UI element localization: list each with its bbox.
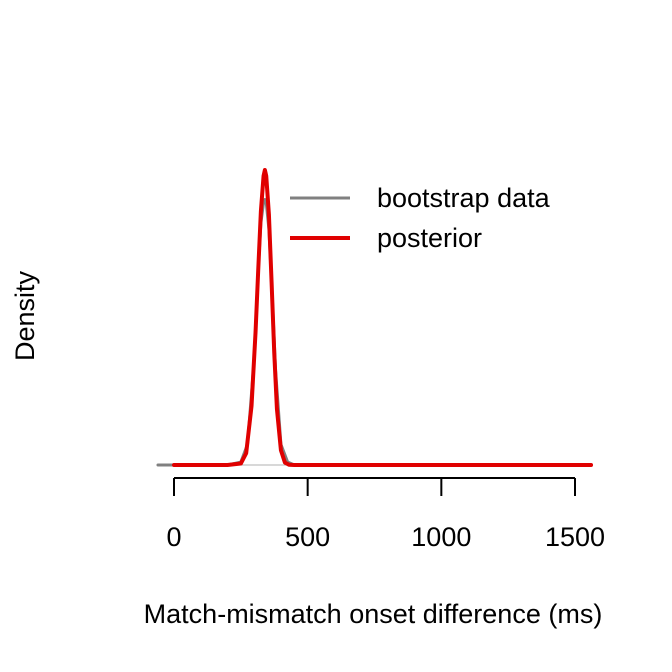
series-line-posterior <box>172 168 594 467</box>
legend-label-bootstrap-data: bootstrap data <box>377 183 551 213</box>
x-tick-label: 0 <box>166 522 181 552</box>
legend-label-posterior: posterior <box>377 223 482 253</box>
legend: bootstrap data posterior <box>290 183 551 253</box>
x-tick-label: 500 <box>285 522 330 552</box>
series-layer <box>156 168 594 467</box>
x-tick-label: 1000 <box>411 522 471 552</box>
y-axis-title: Density <box>10 270 40 361</box>
x-tick-label: 1500 <box>545 522 605 552</box>
series-line-bootstrap-data <box>156 198 593 467</box>
x-axis: 0 500 1000 1500 <box>166 477 605 552</box>
x-axis-title: Match-mismatch onset difference (ms) <box>144 599 603 629</box>
